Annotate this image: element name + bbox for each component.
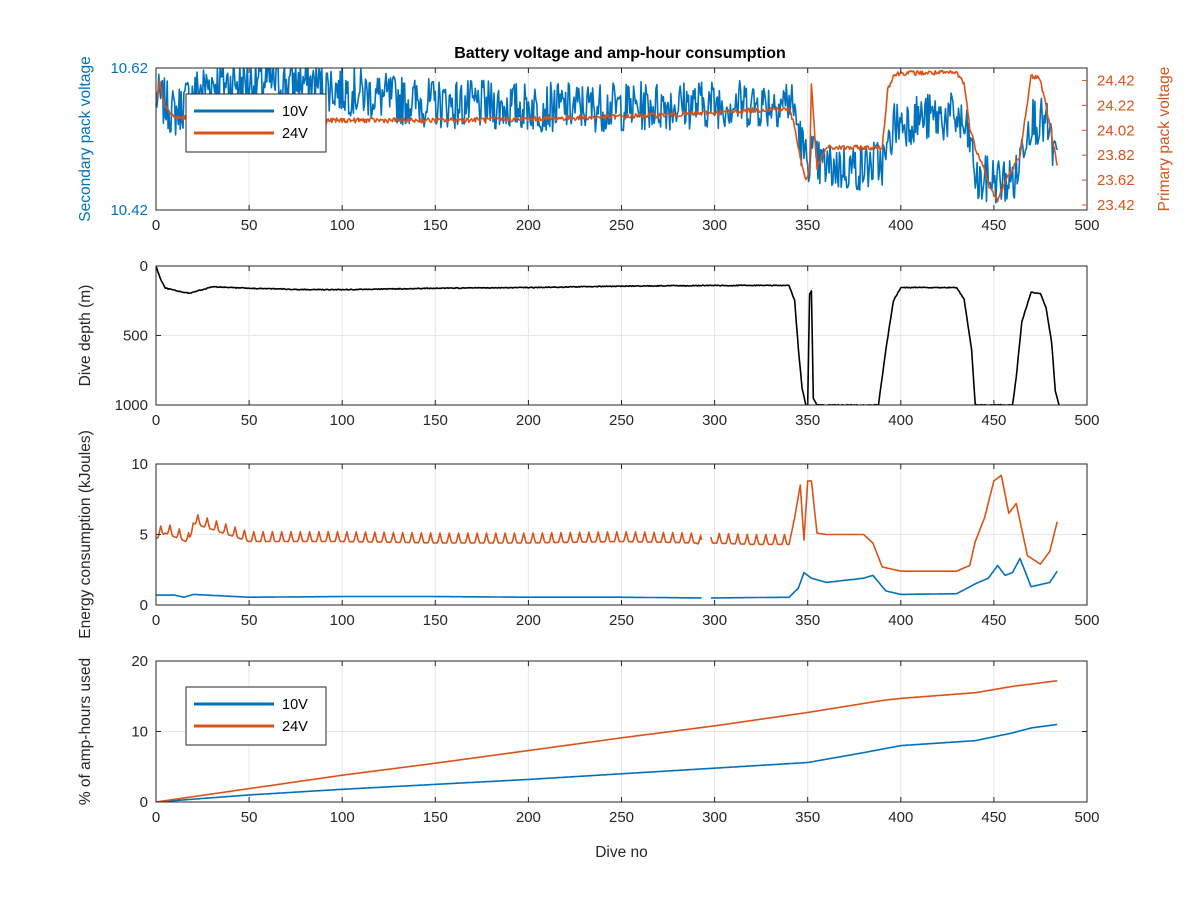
x-tick-label: 50 [241,809,258,826]
x-tick-label: 50 [241,612,258,629]
x-tick-label: 200 [516,412,541,429]
x-tick-label: 300 [702,612,727,629]
x-tick-label: 100 [330,412,355,429]
y-axis-label-right: Primary pack voltage [1156,67,1173,212]
x-tick-label: 200 [516,217,541,234]
x-tick-label: 350 [795,412,820,429]
y-tick-label-right: 23.82 [1097,147,1135,164]
y-tick-label: 0 [140,597,148,614]
x-tick-label: 450 [981,217,1006,234]
chart-amphours: 0 50 100 150 200 250 300 350 400 450 500 0 10 20 % of … [77,653,1100,861]
x-tick-label: 100 [330,217,355,234]
series-line-10v [156,723,1058,802]
series-group [156,474,1058,599]
x-tick-label: 500 [1074,412,1099,429]
x-tick-label: 0 [152,412,160,429]
y-tick-label-right: 24.42 [1097,72,1135,89]
chart-energy: 0 50 100 150 200 250 300 350 400 450 500 0 5 10 Energy… [77,430,1100,639]
series-line-24v [156,679,1058,802]
y-tick-label: 10 [131,724,148,741]
x-tick-label: 400 [888,412,913,429]
y-tick-label-right: 24.02 [1097,122,1135,139]
chart-title: Battery voltage and amp-hour consumption [454,45,786,62]
chart-voltage: 0 50 100 150 200 250 300 350 400 450 500 10.42 10.62… [77,56,1173,234]
x-axis-label: Dive no [595,844,648,861]
legend-label-10v: 10V [282,697,308,713]
series-line-10v [156,557,1058,599]
x-tick-label: 500 [1074,612,1099,629]
series-group [156,266,1060,405]
x-tick-label: 150 [423,412,448,429]
x-tick-label: 50 [241,412,258,429]
y-tick-label: 0 [140,258,148,275]
y-tick-label: 500 [123,328,148,345]
y-tick-label: 10 [131,456,148,473]
series-line-24v [156,474,1058,572]
x-tick-label: 50 [241,217,258,234]
plots-layer: 0 50 100 150 200 250 300 350 400 450 50010.4210.62… [77,56,1173,861]
y-tick-label: 10.62 [110,60,148,77]
series-group [156,679,1058,802]
x-tick-label: 450 [981,412,1006,429]
x-tick-label: 400 [888,809,913,826]
x-tick-label: 0 [152,612,160,629]
y-axis-label: Secondary pack voltage [77,56,94,221]
x-tick-label: 450 [981,809,1006,826]
x-tick-label: 250 [609,412,634,429]
x-tick-label: 500 [1074,217,1099,234]
chart-depth: 0 50 100 150 200 250 300 350 400 450 500 0 500 1000 Di… [77,258,1100,429]
y-axis-label: Energy consumption (kJoules) [77,430,94,639]
x-tick-label: 200 [516,612,541,629]
x-tick-label: 250 [609,217,634,234]
x-tick-label: 150 [423,809,448,826]
y-tick-label-right: 24.22 [1097,97,1135,114]
legend-label-24v: 24V [282,719,308,735]
x-tick-label: 250 [609,809,634,826]
y-tick-label: 20 [131,653,148,670]
y-tick-label: 0 [140,794,148,811]
x-tick-label: 100 [330,809,355,826]
x-tick-label: 150 [423,217,448,234]
y-tick-label: 10.42 [110,202,148,219]
x-tick-label: 400 [888,217,913,234]
y-axis-label: % of amp-hours used [77,658,94,805]
x-tick-label: 0 [152,809,160,826]
x-tick-label: 350 [795,612,820,629]
x-tick-label: 300 [702,809,727,826]
series-line-black [156,266,1060,405]
x-tick-label: 300 [702,217,727,234]
y-tick-label: 5 [140,527,148,544]
x-tick-label: 400 [888,612,913,629]
x-tick-label: 250 [609,612,634,629]
y-tick-label-right: 23.62 [1097,172,1135,189]
x-tick-label: 450 [981,612,1006,629]
x-tick-label: 200 [516,809,541,826]
x-tick-label: 350 [795,217,820,234]
x-tick-label: 150 [423,612,448,629]
legend-label-24v: 24V [282,126,308,142]
x-tick-label: 350 [795,809,820,826]
x-tick-label: 100 [330,612,355,629]
x-tick-label: 0 [152,217,160,234]
y-tick-label: 1000 [115,397,148,414]
x-tick-label: 500 [1074,809,1099,826]
series-line-10v [156,68,1058,204]
legend-box [185,93,327,153]
legend-label-10v: 10V [282,104,308,120]
y-axis-label: Dive depth (m) [77,285,94,387]
x-tick-label: 300 [702,412,727,429]
legend-box [185,686,327,746]
y-tick-label-right: 23.42 [1097,197,1135,214]
